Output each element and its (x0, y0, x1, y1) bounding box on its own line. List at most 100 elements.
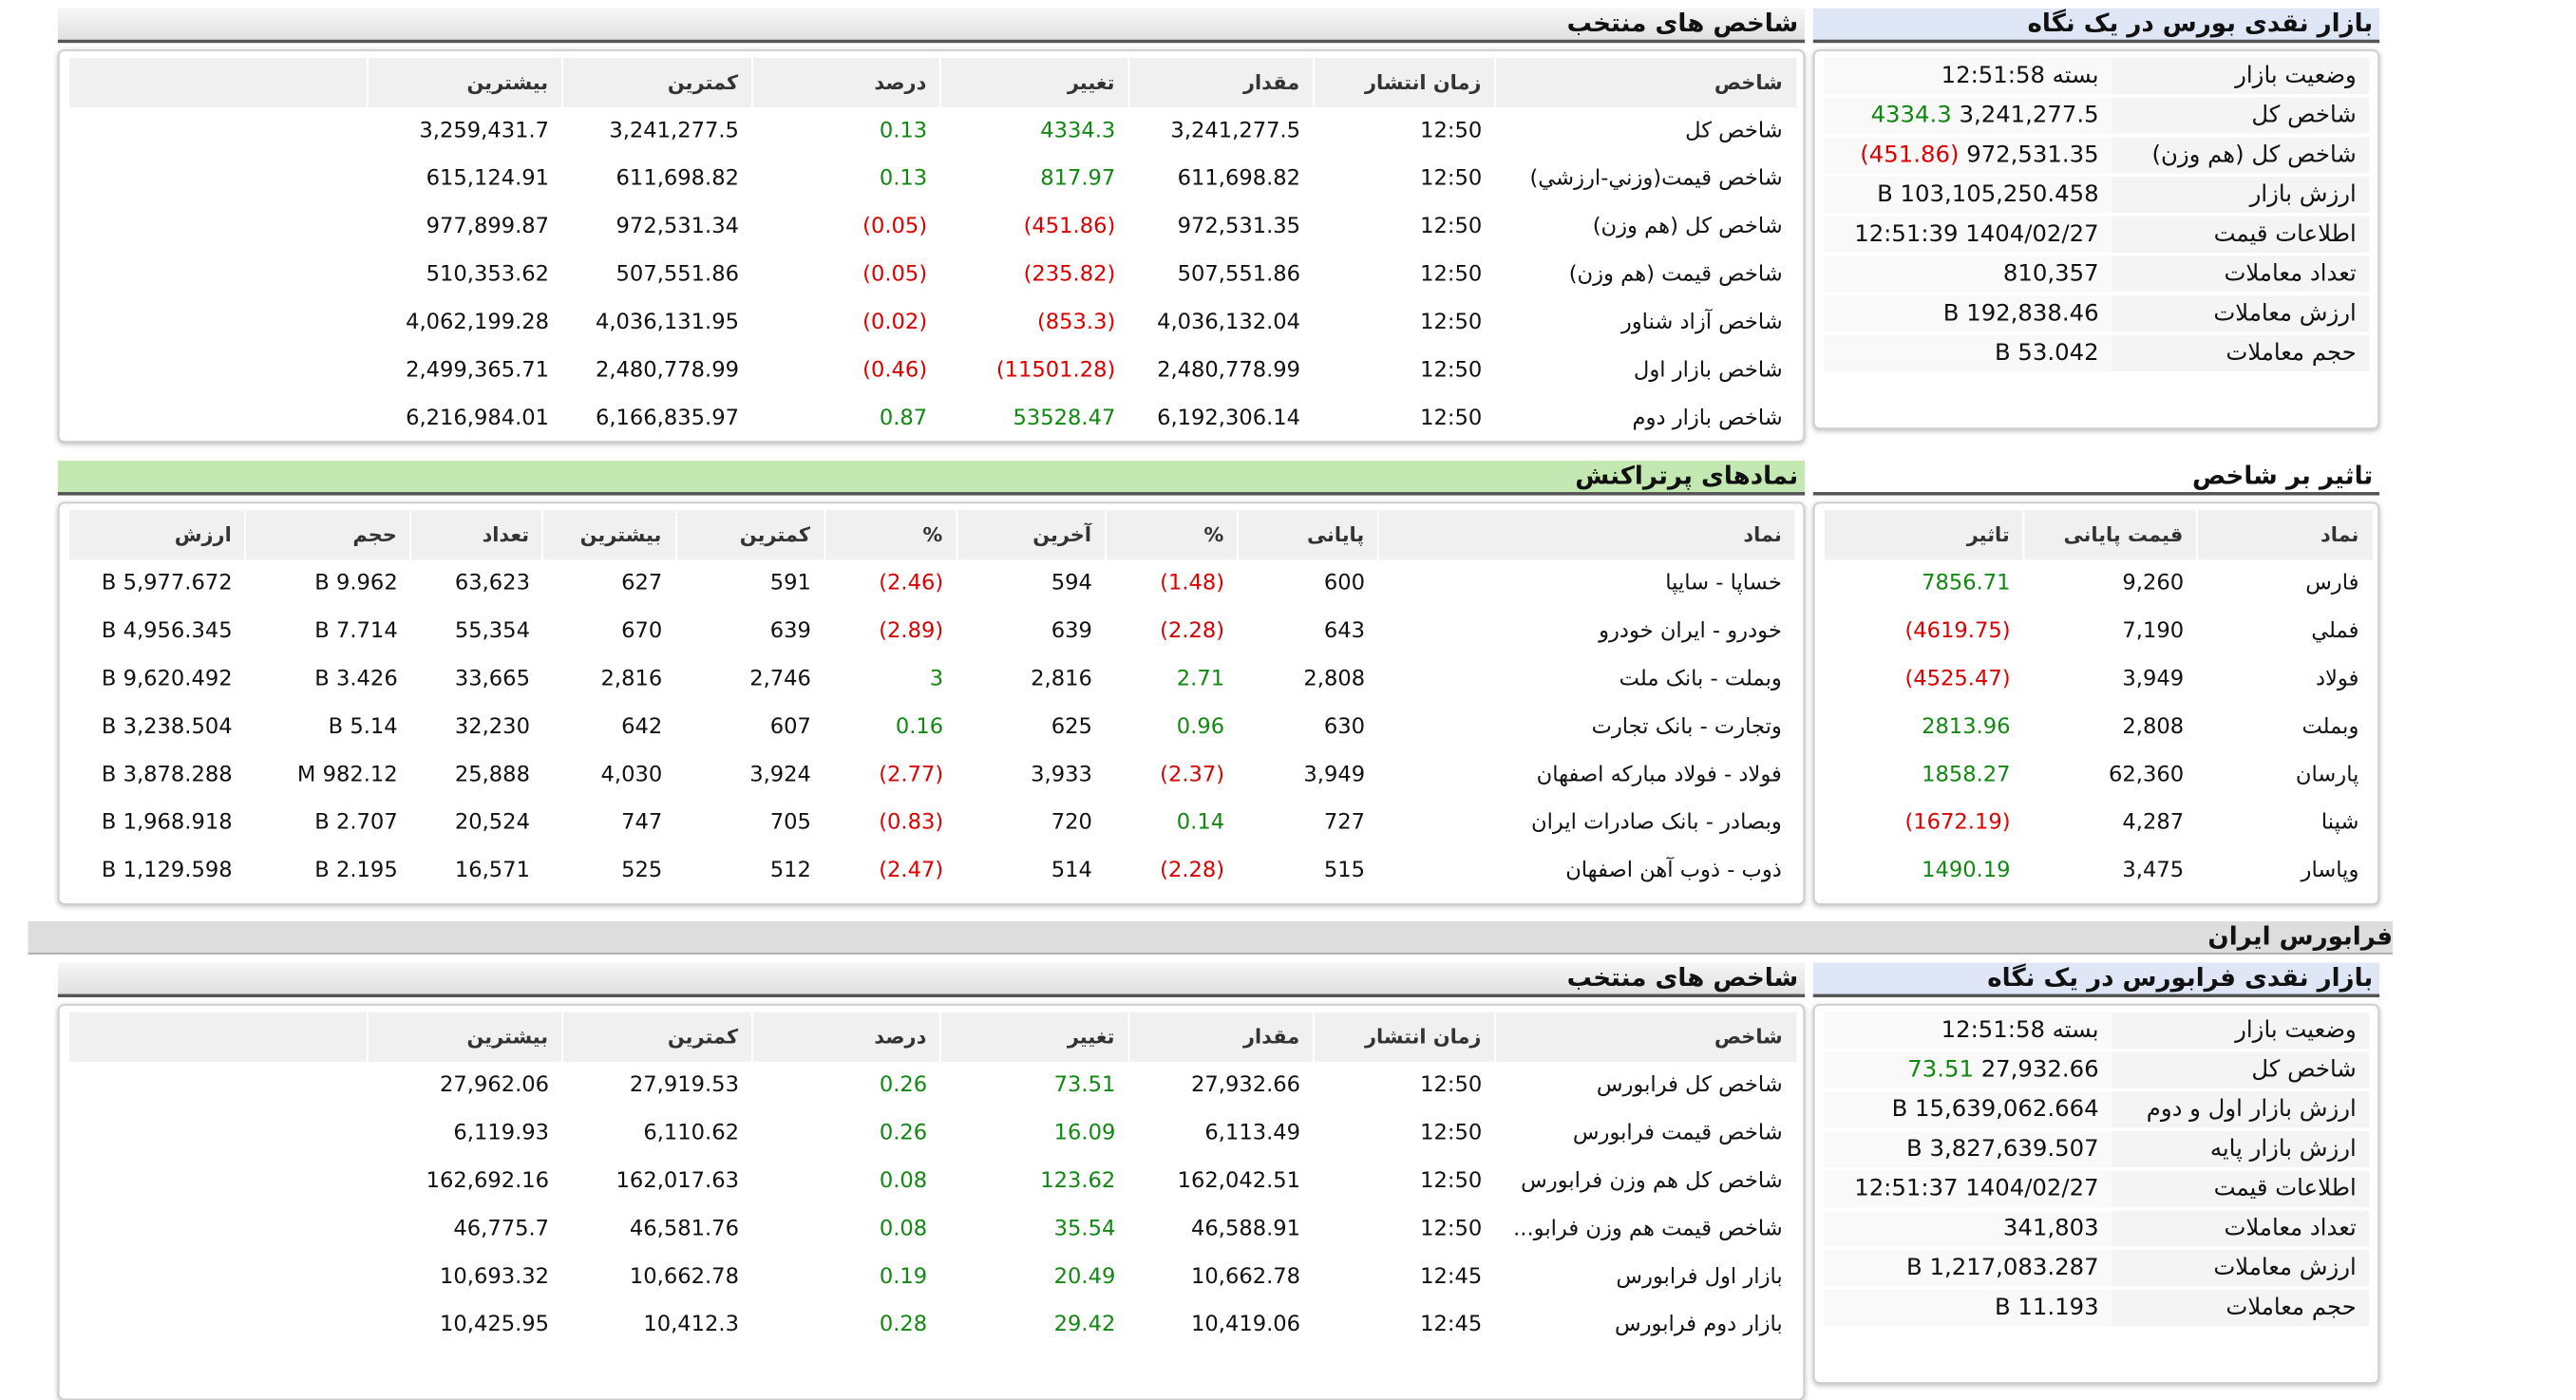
row-value: 341,803 (1823, 1208, 2112, 1251)
row-value: بسته 12:51:58 (1823, 1012, 2112, 1052)
cell: 2,746 (749, 667, 811, 692)
cell-blank (68, 251, 368, 298)
row-label: ارزش بازار پایه (2112, 1129, 2370, 1171)
row-label: شاخص کل (2112, 1050, 2370, 1092)
row: شپنا 4,287 (1672.19) (1824, 799, 2372, 846)
cell: 2,816 (1031, 667, 1092, 692)
row-label: تعداد معاملات (2112, 1208, 2370, 1251)
row-value: 1,217,083.287 B (1823, 1248, 2112, 1290)
cell-blank (68, 1205, 368, 1253)
value: 103,105,250.458 B (1877, 181, 2099, 209)
row-label: ارزش بازار اول و دوم (2112, 1089, 2370, 1131)
cell: 10,693.32 (440, 1264, 550, 1290)
cell: 3,878.288 B (101, 763, 233, 788)
value: بسته 12:51:58 (1941, 1016, 2099, 1044)
cell-blank (68, 347, 368, 394)
cell: شاخص کل هم وزن فرابورس (1521, 1168, 1783, 1194)
cell: بازار اول فرابورس (1616, 1264, 1783, 1290)
cell: 0.87 (879, 406, 928, 431)
cell: (4619.75) (1904, 618, 2011, 645)
cell: 6,113.49 (1204, 1121, 1301, 1146)
cell: 1858.27 (1922, 763, 2011, 788)
row: خساپا - سایپا 600 (1.48) 594 (2.46) 591 627 63,… (68, 559, 1795, 607)
row-value: 27,932.66 73.51 (1823, 1050, 2112, 1092)
cell: 20,524 (454, 810, 530, 836)
cell: 594 (1051, 571, 1092, 596)
column-header: % (823, 510, 957, 560)
cell: 3,949 (2122, 667, 2185, 692)
cell: 2,480,778.99 (1157, 358, 1301, 384)
overview-table: وضعیت بازار بسته 12:51:58 شاخص کل 27,932.66… (1823, 1012, 2370, 1330)
value: 3,827,639.507 B (1906, 1136, 2099, 1163)
cell: 643 (1323, 618, 1366, 645)
cell: 6,216,984.01 (406, 406, 550, 431)
cell: 4,062,199.28 (406, 310, 550, 335)
cell: 10,662.78 (629, 1264, 739, 1290)
header-row: نماد پایانی% آخرین% کمترین بیشترین تعداد حجم ار… (67, 510, 1795, 560)
value: 341,803 (2002, 1215, 2099, 1242)
cell: 16,571 (454, 859, 530, 884)
row: ارزش معاملات 1,217,083.287 B (1823, 1248, 2370, 1290)
row-label: اطلاعات قیمت (2112, 1168, 2370, 1211)
cell-blank (68, 394, 368, 442)
cell: 525 (621, 859, 663, 884)
cell: (2.89) (879, 618, 944, 645)
cell: 727 (1323, 810, 1366, 836)
cell: 0.08 (879, 1217, 928, 1242)
cell: 0.26 (879, 1121, 928, 1146)
column-header: نماد (1377, 510, 1795, 560)
influence-table: نماد قیمت پایانی تاثیر فارس 9,260 7856.71 فملي… (1823, 510, 2373, 895)
cell: (2.46) (879, 571, 944, 596)
row: شاخص بازار دوم 12:50 6,192,306.14 53528.47 0… (68, 394, 1795, 442)
cell: (2.37) (1160, 763, 1225, 788)
cell: 6,166,835.97 (595, 406, 739, 431)
cell: شپنا (2320, 810, 2359, 836)
row-value: بسته 12:51:58 (1823, 57, 2112, 98)
cell: 5.14 B (328, 714, 398, 740)
value: 15,639,062.664 B (1891, 1096, 2099, 1124)
row: شاخص قيمت(وزني-ارزشي) 12:50 611,698.82 817.… (68, 155, 1795, 202)
cell: 62,360 (2109, 763, 2185, 788)
cell: 3,933 (1031, 763, 1092, 788)
column-header: قیمت پایانی (2022, 510, 2198, 560)
row: اطلاعات قیمت 1404/02/27 12:51:39 (1823, 215, 2370, 256)
panel-box: نماد قیمت پایانی تاثیر فارس 9,260 7856.71 فملي… (1812, 501, 2380, 905)
cell: 12:45 (1420, 1313, 1483, 1338)
cell: (451.86) (1023, 215, 1116, 240)
panel-box: شاخص زمان انتشار مقدار تغییر درصد کمترین بیشتر… (57, 49, 1806, 443)
row-value: 810,357 (1823, 254, 2112, 296)
panel-title: شاخص های منتخب (57, 8, 1806, 44)
row: ارزش بازار پایه 3,827,639.507 B (1823, 1129, 2370, 1171)
row: وتجارت - بانک تجارت 630 0.96 625 0.16 607 642 3… (68, 704, 1795, 751)
change: 4334.3 (1870, 102, 1952, 129)
cell: 705 (769, 810, 811, 836)
value: 53.042 B (1994, 340, 2099, 367)
cell: 3,949 (1303, 763, 1366, 788)
row-value: 15,639,062.664 B (1823, 1089, 2112, 1131)
row: ارزش معاملات 192,838.46 B (1823, 293, 2370, 335)
cell: 2.195 B (314, 859, 398, 884)
row-label: شاخص کل (هم وزن) (2112, 135, 2370, 178)
value: 810,357 (2002, 260, 2099, 288)
cell: 1490.19 (1922, 859, 2011, 884)
row: اطلاعات قیمت 1404/02/27 12:51:37 (1823, 1168, 2370, 1211)
row: فولاد - فولاد مبارکه اصفهان 3,949 (2.37) 3,… (68, 751, 1795, 799)
column-header: ارزش (67, 510, 246, 560)
cell: 63,623 (454, 571, 530, 596)
panel-title: بازار نقدی فرابورس در یک نگاه (1812, 962, 2380, 998)
panel-title: شاخص های منتخب (57, 962, 1806, 998)
row-value: 972,531.35 (451.86) (1823, 135, 2112, 178)
cell: 53528.47 (1013, 406, 1116, 431)
row-value: 3,827,639.507 B (1823, 1129, 2112, 1171)
cell: 2813.96 (1922, 714, 2011, 740)
cell: 162,692.16 (426, 1168, 550, 1194)
panel-title: تاثیر بر شاخص (1812, 461, 2380, 496)
row: شاخص کل هم وزن فرابورس 12:50 162,042.51 123… (68, 1158, 1795, 1205)
cell: 29.42 (1053, 1313, 1116, 1338)
fara-indices-panel: شاخص های منتخب شاخص زمان انتشار مقدار تغییر… (57, 962, 1806, 1400)
cell: 12:50 (1420, 358, 1483, 384)
panel-box: نماد پایانی% آخرین% کمترین بیشترین تعداد حجم ار… (57, 501, 1806, 905)
cell: 4,287 (2122, 810, 2185, 836)
value: 1,217,083.287 B (1906, 1255, 2099, 1282)
cell: 507,551.86 (1177, 262, 1301, 288)
